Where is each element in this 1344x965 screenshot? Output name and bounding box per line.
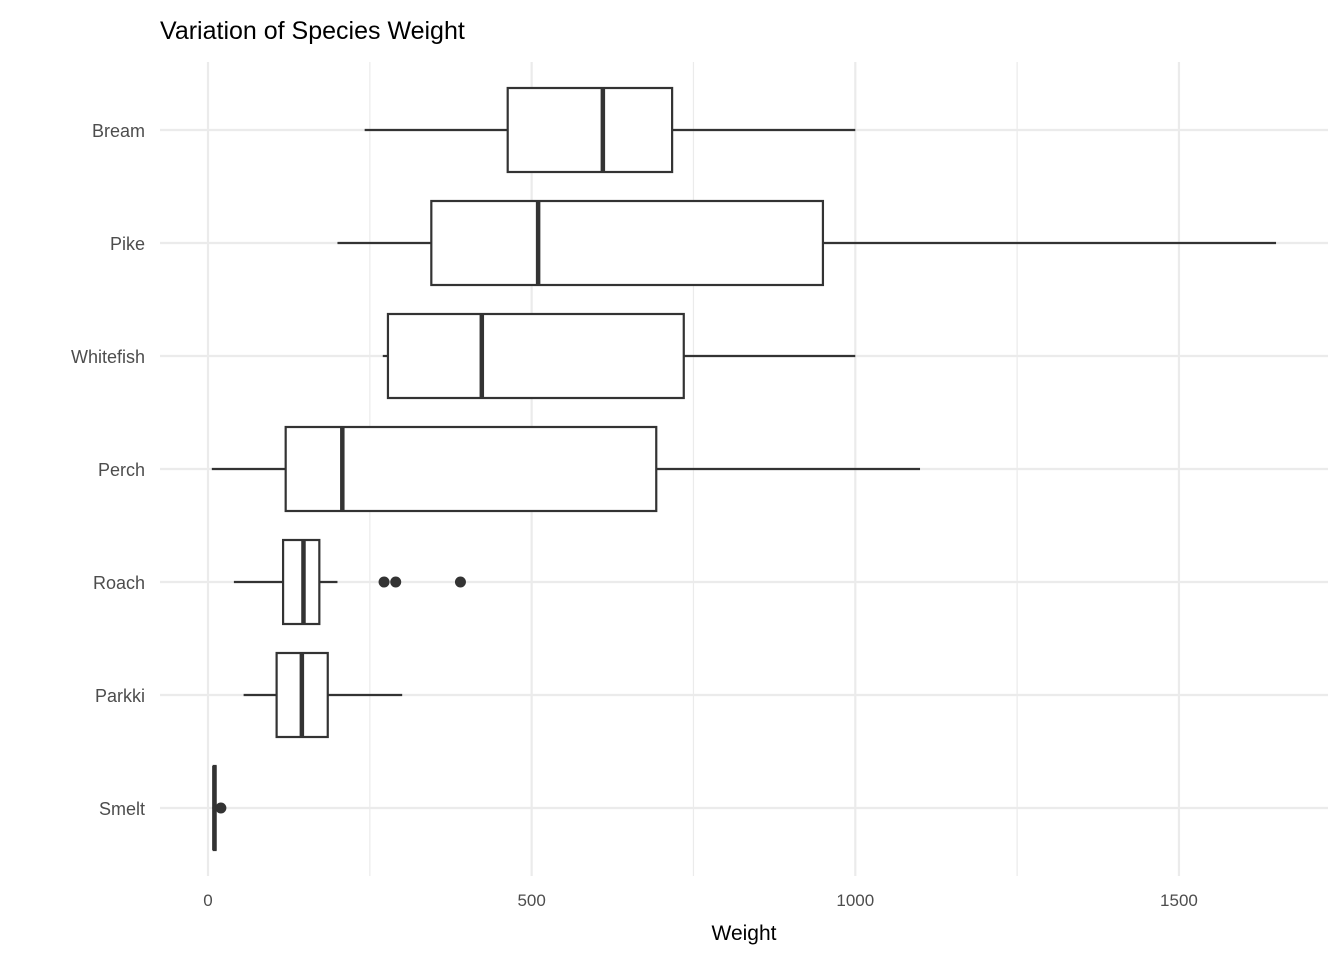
y-tick-label: Parkki — [95, 686, 145, 706]
chart-title: Variation of Species Weight — [160, 17, 465, 45]
x-tick-label: 1500 — [1160, 891, 1198, 910]
x-tick-label: 1000 — [836, 891, 874, 910]
x-tick-label: 500 — [517, 891, 545, 910]
box-roach — [281, 538, 321, 626]
box-bream — [506, 86, 674, 174]
x-axis-label: Weight — [712, 922, 777, 945]
y-tick-label: Roach — [93, 573, 145, 593]
y-tick-label: Bream — [92, 121, 145, 141]
outlier-point — [378, 576, 390, 588]
box-perch — [284, 425, 658, 513]
outlier-point — [215, 802, 227, 814]
y-tick-label: Whitefish — [71, 347, 145, 367]
x-tick-label: 0 — [203, 891, 212, 910]
box-whitefish — [386, 312, 685, 400]
y-tick-label: Pike — [110, 234, 145, 254]
box-pike — [430, 199, 825, 287]
outlier-point — [390, 576, 402, 588]
outlier-point — [454, 576, 466, 588]
y-tick-label: Smelt — [99, 799, 145, 819]
y-tick-label: Perch — [98, 460, 145, 480]
